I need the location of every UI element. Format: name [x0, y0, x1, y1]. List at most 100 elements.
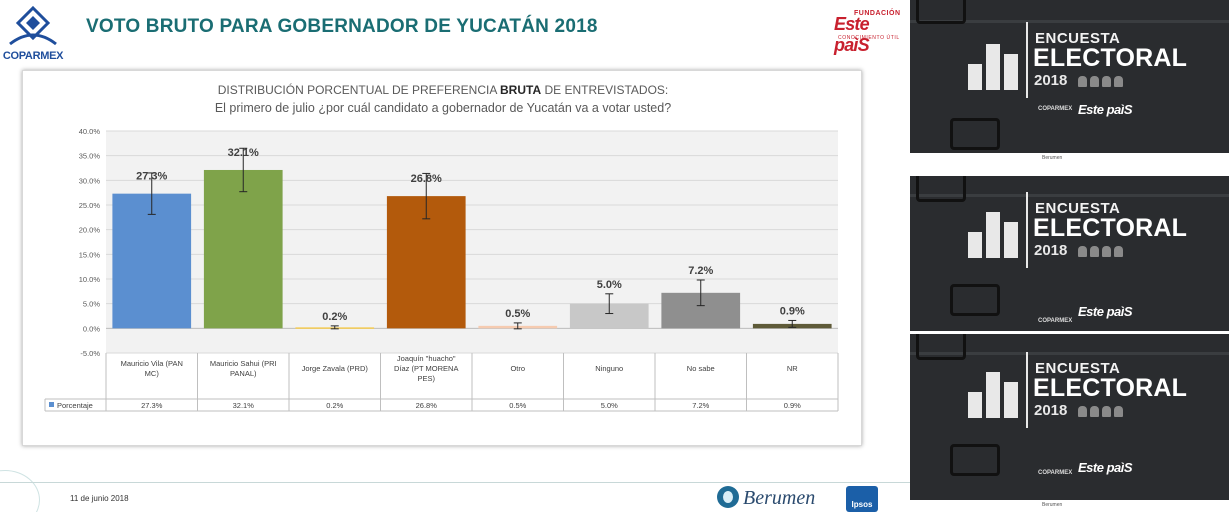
thumb-logo-b: Este paìS [1078, 102, 1133, 117]
data-label: 0.9% [780, 305, 805, 317]
y-tick-label: 15.0% [79, 250, 101, 259]
divider [1026, 192, 1028, 268]
estepais-sub: CONOCIMIENTO ÚTIL [838, 35, 900, 41]
estepais-logo: FUNDACIÓN Este paìS CONOCIMIENTO ÚTIL [834, 10, 906, 55]
people-icon [1078, 406, 1138, 418]
category-label: Otro [510, 364, 525, 373]
y-tick-label: -5.0% [80, 349, 100, 358]
category-label: No sabe [687, 364, 715, 373]
category-label: Mauricio Vila (PAN [121, 359, 183, 368]
thumbnail-1[interactable]: ENCUESTA ELECTORAL 2018 COPARMEX Este pa… [910, 0, 1229, 165]
bar-shape [968, 64, 982, 90]
chart-title-suffix: DE ENTREVISTADOS: [541, 83, 669, 97]
checkbox-icon [916, 176, 966, 202]
data-label: 5.0% [597, 279, 622, 291]
bar-shape [1004, 54, 1018, 90]
y-tick-label: 25.0% [79, 201, 101, 210]
slide: COPARMEX VOTO BRUTO PARA GOBERNADOR DE Y… [0, 5, 910, 512]
coparmex-icon [9, 5, 57, 46]
thumb-logo-a: COPARMEX [1038, 470, 1073, 476]
category-label: PES) [417, 374, 435, 383]
berumen-logo: Berumen [717, 484, 837, 512]
slide-title: VOTO BRUTO PARA GOBERNADOR DE YUCATÁN 20… [86, 16, 598, 37]
ipsos-label: Ipsos [851, 500, 873, 509]
thumb-strip-label: Berumen [1042, 155, 1063, 161]
thumb-electoral: ELECTORAL [1033, 374, 1188, 402]
checkbox-icon [916, 334, 966, 360]
people-icon [1078, 76, 1138, 88]
y-tick-label: 35.0% [79, 152, 101, 161]
thumb-encuesta: ENCUESTA [1035, 360, 1121, 377]
chart-subtitle: El primero de julio ¿por cuál candidato … [214, 101, 672, 115]
checkbox-icon [950, 118, 1000, 150]
coparmex-label: COPARMEX [2, 50, 64, 62]
thumb-logo-b: Este paìS [1078, 460, 1133, 475]
thumb-year: 2018 [1034, 242, 1068, 259]
footer-divider [0, 482, 910, 483]
thumb-year: 2018 [1034, 72, 1068, 89]
decor-line [910, 194, 1229, 197]
thumb-encuesta: ENCUESTA [1035, 30, 1121, 47]
coparmex-logo: COPARMEX [2, 5, 64, 64]
checkbox-icon [950, 284, 1000, 316]
bar-shape [986, 212, 1000, 258]
thumb-logo-b: Este paìS [1078, 304, 1133, 319]
thumb-year: 2018 [1034, 402, 1068, 419]
decor-line [910, 352, 1229, 355]
thumb-electoral: ELECTORAL [1033, 44, 1188, 72]
category-label: Joaquín "huacho" [397, 354, 456, 363]
y-tick-label: 40.0% [79, 127, 101, 136]
category-label: PANAL) [230, 369, 257, 378]
category-label: NR [787, 364, 798, 373]
thumb-strip: Berumen [910, 500, 1229, 512]
data-label: 27.3% [136, 171, 167, 183]
legend-label: Porcentaje [57, 401, 93, 410]
thumb-logo-a: COPARMEX [1038, 318, 1073, 324]
bar-chart: -5.0% 0.0% 5.0% 10.0% 15.0% 20.0% 25.0% 30.0% 35… [44, 127, 839, 412]
bars-icon [968, 358, 1028, 418]
thumbnail-2[interactable]: ENCUESTA ELECTORAL 2018 COPARMEX Este pa… [910, 176, 1229, 331]
y-tick-label: 20.0% [79, 226, 101, 235]
thumb-logo-a: COPARMEX [1038, 106, 1073, 112]
table-value: 26.8% [416, 401, 438, 410]
ipsos-logo: Ipsos [846, 486, 878, 512]
data-label: 7.2% [688, 265, 713, 277]
chart-title: DISTRIBUCIÓN PORCENTUAL DE PREFERENCIA B… [23, 83, 863, 97]
bar-shape [1004, 222, 1018, 258]
people-icon [1078, 246, 1138, 258]
category-label: Díaz (PT MORENA [394, 364, 458, 373]
data-label: 32.1% [228, 147, 259, 159]
checkbox-icon [950, 444, 1000, 476]
decor-line [910, 20, 1229, 23]
thumb-strip: Berumen [910, 153, 1229, 165]
berumen-icon [717, 486, 739, 508]
thumbnail-3[interactable]: ENCUESTA ELECTORAL 2018 COPARMEX Este pa… [910, 334, 1229, 512]
bar-shape [986, 372, 1000, 418]
berumen-label: Berumen [743, 487, 816, 509]
bar-shape [1004, 382, 1018, 418]
divider [1026, 352, 1028, 428]
bar [112, 193, 192, 329]
data-label: 0.2% [322, 311, 347, 323]
checkbox-icon [916, 0, 966, 24]
estepais-sup: FUNDACIÓN [854, 10, 901, 17]
bar [203, 169, 283, 329]
bar-shape [986, 44, 1000, 90]
footer-date: 11 de junio 2018 [70, 494, 129, 503]
bars-icon [968, 198, 1028, 258]
category-label: Ninguno [595, 364, 623, 373]
decorative-swoosh [0, 470, 40, 512]
data-label: 0.5% [505, 308, 530, 320]
table-value: 0.9% [784, 401, 801, 410]
legend-swatch [49, 402, 54, 407]
y-tick-label: 5.0% [83, 300, 100, 309]
chart-title-prefix: DISTRIBUCIÓN PORCENTUAL DE PREFERENCIA [217, 83, 500, 97]
bar-shape [968, 232, 982, 258]
thumb-electoral: ELECTORAL [1033, 214, 1188, 242]
category-label: Jorge Zavala (PRD) [302, 364, 369, 373]
category-label: Mauricio Sahui (PRI [210, 359, 277, 368]
bar-shape [968, 392, 982, 418]
y-tick-label: 0.0% [83, 324, 100, 333]
table-value: 27.3% [141, 401, 163, 410]
